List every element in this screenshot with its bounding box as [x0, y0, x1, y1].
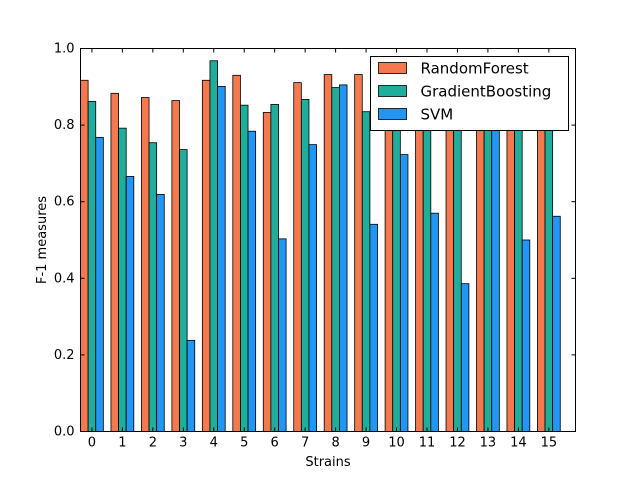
bar-svm-12: [460, 283, 470, 432]
x-tick-label: 6: [271, 436, 279, 451]
x-tick-label: 15: [541, 436, 558, 451]
y-tick-label: 0.8: [54, 118, 75, 133]
bar-svm-13: [491, 117, 500, 432]
bar-gradientboosting-1: [118, 127, 127, 432]
ticks-layer: 0 1 2 3 4 5 6 7 8 9 10 11 12 13 14 150.00.20.40.60.81.0: [54, 42, 576, 451]
bar-gradientboosting-4: [209, 60, 218, 432]
x-tick-label: 4: [210, 436, 218, 451]
x-tick-label: 11: [419, 436, 436, 451]
bar-svm-7: [308, 144, 317, 432]
bar-svm-4: [217, 86, 226, 432]
y-tick-label: 0.2: [54, 348, 75, 363]
legend-swatch-gradientboosting: [378, 85, 407, 97]
x-axis-label: Strains: [305, 455, 351, 470]
bar-gradientboosting-7: [300, 99, 310, 432]
bar-randomforest-8: [323, 74, 333, 432]
bar-gradientboosting-0: [87, 100, 97, 432]
bar-gradientboosting-3: [179, 149, 188, 432]
x-tick-label: 0: [88, 436, 96, 451]
y-tick-label: 1.0: [54, 42, 75, 57]
bar-svm-2: [156, 194, 165, 432]
bar-gradientboosting-11: [422, 109, 432, 432]
bar-svm-6: [278, 238, 287, 432]
x-tick-label: 7: [301, 436, 309, 451]
bar-gradientboosting-14: [514, 113, 523, 432]
x-tick-label: 9: [362, 436, 370, 451]
bar-gradientboosting-12: [453, 113, 462, 432]
y-tick-label: 0.4: [54, 271, 75, 286]
legend: RandomForest GradientBoosting SVM: [370, 56, 569, 131]
bar-randomforest-9: [354, 74, 363, 432]
x-tick-label: 8: [331, 436, 339, 451]
bar-randomforest-13: [476, 90, 485, 432]
bar-randomforest-3: [171, 100, 180, 432]
bar-gradientboosting-9: [361, 111, 371, 432]
bar-randomforest-7: [293, 82, 302, 432]
legend-swatch-svm: [378, 108, 407, 120]
y-axis-label: F-1 measures: [35, 196, 50, 284]
bar-randomforest-1: [110, 92, 119, 432]
bar-gradientboosting-8: [331, 87, 340, 432]
y-tick-label: 0.0: [54, 425, 75, 440]
bar-gradientboosting-6: [270, 104, 279, 432]
x-tick-label: 2: [149, 436, 157, 451]
x-tick-label: 13: [480, 436, 497, 451]
bar-svm-9: [369, 223, 378, 432]
x-tick-label: 1: [118, 436, 126, 451]
plot-frame: [80, 48, 576, 432]
y-tick-label: 0.6: [54, 195, 75, 210]
legend-label-gradientboosting: GradientBoosting: [421, 83, 552, 101]
bar-svm-1: [125, 176, 135, 432]
bar-gradientboosting-2: [148, 142, 158, 432]
bar-randomforest-2: [141, 97, 150, 432]
x-tick-label: 12: [449, 436, 466, 451]
bar-gradientboosting-5: [240, 104, 249, 432]
bar-randomforest-12: [445, 90, 455, 432]
bar-svm-11: [430, 212, 439, 432]
bar-svm-14: [521, 239, 531, 432]
bar-gradientboosting-10: [392, 105, 401, 432]
bar-svm-15: [552, 215, 561, 432]
legend-label-randomforest: RandomForest: [421, 60, 529, 78]
legend-label-svm: SVM: [421, 106, 454, 124]
bar-randomforest-10: [384, 90, 394, 432]
bar-svm-0: [95, 136, 104, 432]
x-tick-label: 3: [179, 436, 187, 451]
bar-randomforest-11: [415, 90, 424, 432]
bar-gradientboosting-15: [544, 105, 554, 432]
x-tick-label: 5: [240, 436, 248, 451]
bar-randomforest-15: [537, 90, 546, 432]
bar-svm-8: [339, 84, 348, 432]
bar-svm-3: [186, 339, 196, 432]
bar-randomforest-4: [201, 79, 211, 432]
bar-gradientboosting-13: [483, 105, 493, 432]
bar-svm-5: [247, 130, 257, 432]
x-tick-label: 14: [510, 436, 527, 451]
bar-randomforest-6: [262, 112, 272, 432]
bar-randomforest-14: [506, 90, 515, 432]
legend-swatch-randomforest: [378, 62, 407, 74]
bar-randomforest-0: [80, 79, 89, 432]
bar-svm-10: [399, 154, 409, 432]
x-tick-label: 10: [388, 436, 405, 451]
bar-randomforest-5: [232, 74, 241, 432]
